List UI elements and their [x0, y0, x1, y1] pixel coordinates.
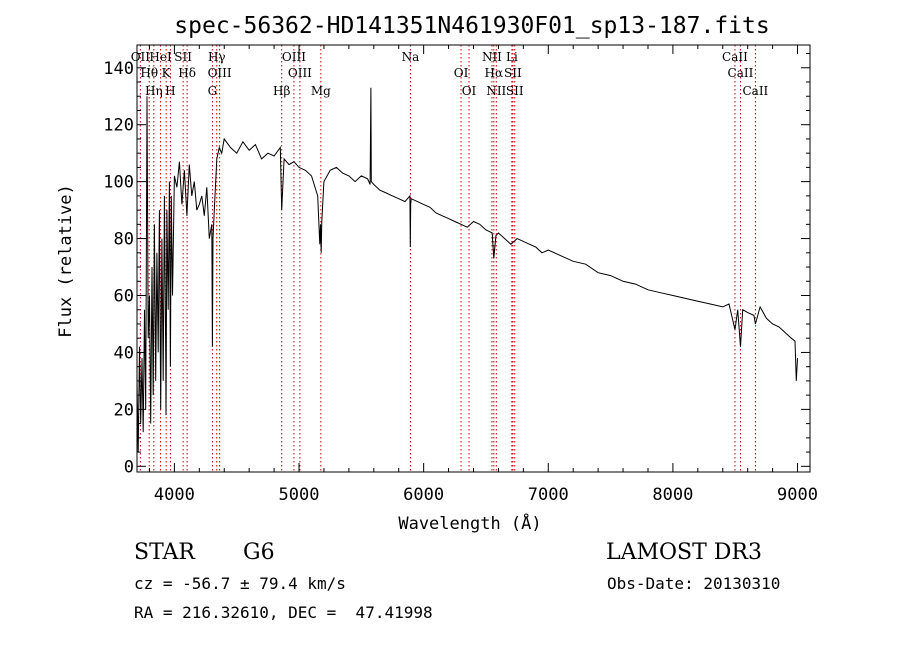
survey-name: LAMOST DR3 [606, 540, 762, 565]
line-marker-label: CaII [722, 50, 748, 64]
line-labels: OII Hθ Hη HeI KH SII Hδ G Hγ OIII Hβ OIII OIII Mg Na OI… [131, 50, 769, 98]
line-marker-label: OI [462, 84, 477, 98]
line-markers [139, 45, 756, 472]
y-tick-label: 0 [124, 457, 134, 477]
line-marker-label: OIII [282, 50, 306, 64]
x-tick-label: 5000 [279, 485, 320, 505]
plot-frame [136, 44, 811, 473]
line-marker-label: Mg [311, 84, 331, 98]
line-marker-label: Li [506, 50, 518, 64]
axis-ticks: 4000 5000 6000 7000 8000 9000 0 20 40 60 80 100 120 1… [103, 45, 818, 505]
coordinates: RA = 216.32610, DEC = 47.41998 [134, 603, 433, 622]
line-marker-label: OII [131, 50, 151, 64]
obs-date: Obs-Date: 20130310 [607, 574, 781, 593]
y-tick-label: 20 [114, 400, 134, 420]
chart-title: spec-56362-HD141351N461930F01_sp13-187.f… [174, 13, 769, 39]
y-tick-label: 40 [114, 343, 134, 363]
line-marker-label: CaII [742, 84, 768, 98]
line-marker-label: Hη [145, 84, 163, 98]
x-tick-label: 8000 [652, 485, 693, 505]
x-tick-label: 6000 [403, 485, 444, 505]
line-marker-label: SII [174, 50, 192, 64]
flux-series-line [136, 87, 798, 453]
x-tick-label: 4000 [154, 485, 195, 505]
y-tick-label: 80 [114, 230, 134, 250]
line-marker-label: SII [506, 84, 524, 98]
line-marker-label: OI [454, 66, 469, 80]
line-marker-label: HeI [149, 50, 172, 64]
object-class: STAR [134, 540, 195, 565]
line-marker-label: NII [486, 84, 506, 98]
line-marker-label: Hα [485, 66, 504, 80]
x-tick-label: 7000 [528, 485, 569, 505]
y-tick-label: 100 [103, 173, 134, 193]
line-marker-label: K [162, 66, 172, 80]
line-marker-label: OIII [288, 66, 312, 80]
line-marker-label: OIII [208, 66, 232, 80]
line-marker-label: SII [504, 66, 522, 80]
line-marker-label: CaII [728, 66, 754, 80]
x-axis-label: Wavelength (Å) [398, 512, 541, 534]
y-tick-label: 120 [103, 116, 134, 136]
y-tick-label: 140 [103, 59, 134, 79]
line-marker-label: NII [482, 50, 502, 64]
line-marker-label: Hβ [273, 84, 290, 98]
y-axis-label: Flux (relative) [56, 184, 76, 338]
redshift-text: cz = -56.7 ± 79.4 km/s [134, 574, 346, 593]
line-marker-label: G [208, 84, 218, 98]
y-tick-label: 60 [114, 287, 134, 307]
line-marker-label: Na [402, 50, 420, 64]
line-marker-label: Hδ [178, 66, 196, 80]
object-subclass: G6 [243, 540, 275, 565]
line-marker-label: H [165, 84, 175, 98]
line-marker-label: Hγ [208, 50, 226, 64]
x-tick-label: 9000 [777, 485, 818, 505]
line-marker-label: Hθ [140, 66, 158, 80]
